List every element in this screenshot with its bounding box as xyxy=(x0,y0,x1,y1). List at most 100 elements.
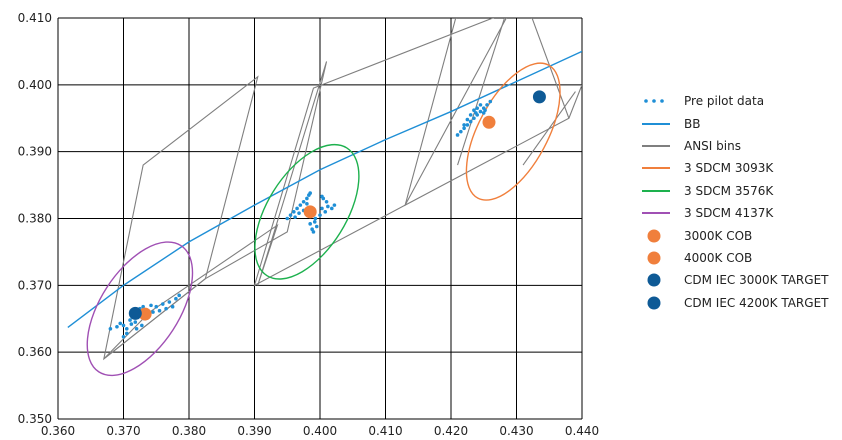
data-point xyxy=(318,213,322,217)
data-point xyxy=(133,320,138,324)
ansi-bin xyxy=(457,18,506,166)
legend-item: 3000K COB xyxy=(640,224,840,246)
y-tick-label: 0.410 xyxy=(18,11,52,25)
legend-label: 3000K COB xyxy=(684,228,753,243)
data-point xyxy=(174,296,178,301)
data-point xyxy=(472,116,476,121)
y-tick-label: 0.360 xyxy=(18,345,52,359)
data-point xyxy=(154,304,159,309)
legend-symbol xyxy=(642,189,670,192)
marker-4000k-cob xyxy=(303,205,317,219)
plot-area xyxy=(67,18,582,377)
x-tick-label: 0.390 xyxy=(237,424,271,438)
data-point xyxy=(478,103,483,107)
data-point xyxy=(485,103,489,107)
data-point xyxy=(312,220,317,224)
ellipse-3-sdcm-4137k xyxy=(86,241,194,377)
data-point xyxy=(170,304,175,309)
legend-item: BB xyxy=(640,112,840,134)
data-point xyxy=(310,227,314,231)
legend-item: 4000K COB xyxy=(640,247,840,269)
data-point xyxy=(157,308,162,313)
data-point xyxy=(121,323,126,328)
data-point xyxy=(474,111,478,115)
marker-4000k-cob xyxy=(138,307,152,321)
data-point xyxy=(298,203,303,207)
y-tick-label: 0.400 xyxy=(18,78,52,92)
data-point xyxy=(118,321,123,326)
marker-cdm-iec-4200k-target xyxy=(128,306,142,320)
legend-item: 3 SDCM 3576K xyxy=(640,180,840,202)
ansi-bin xyxy=(103,61,328,360)
legend-symbol xyxy=(642,167,670,170)
data-point xyxy=(455,133,460,137)
data-point xyxy=(305,201,309,206)
data-point xyxy=(140,323,144,328)
x-tick-label: 0.440 xyxy=(565,424,599,438)
ansi-bin xyxy=(404,18,570,207)
data-point xyxy=(481,111,486,115)
line-bb xyxy=(67,50,582,328)
data-point xyxy=(292,210,296,214)
data-point xyxy=(108,326,113,331)
data-point xyxy=(301,199,306,204)
data-point xyxy=(128,318,132,322)
x-tick-label: 0.380 xyxy=(172,424,206,438)
data-point xyxy=(478,109,483,114)
data-point xyxy=(124,326,129,331)
data-point xyxy=(151,310,155,314)
legend-item: CDM IEC 3000K TARGET xyxy=(640,269,840,291)
data-point xyxy=(465,123,470,127)
legend-symbol xyxy=(647,251,661,265)
legend-symbol xyxy=(642,212,670,215)
legend-label: 3 SDCM 3093K xyxy=(684,161,774,176)
data-point xyxy=(288,213,293,217)
legend-symbol xyxy=(642,122,670,125)
data-point xyxy=(313,216,318,221)
legend-label: 3 SDCM 4137K xyxy=(684,206,774,221)
data-point xyxy=(134,326,139,331)
data-point xyxy=(124,331,129,336)
data-point xyxy=(326,204,330,209)
ellipse-3-sdcm-3093k xyxy=(465,62,561,201)
y-tick-label: 0.350 xyxy=(18,412,52,426)
data-point xyxy=(161,302,165,306)
legend-label: ANSI bins xyxy=(684,138,741,153)
data-point xyxy=(468,119,473,124)
data-point xyxy=(308,191,312,195)
x-tick-label: 0.410 xyxy=(368,424,402,438)
x-tick-label: 0.370 xyxy=(106,424,140,438)
legend-label: CDM IEC 3000K TARGET xyxy=(684,273,829,288)
x-tick-label: 0.420 xyxy=(434,424,468,438)
data-point xyxy=(320,194,324,199)
data-point xyxy=(324,199,329,204)
data-point xyxy=(141,304,145,309)
data-point xyxy=(475,106,480,111)
data-point xyxy=(462,126,466,131)
legend-symbol xyxy=(647,229,661,243)
data-point xyxy=(320,206,324,211)
legend-symbol xyxy=(647,273,661,287)
legend-symbol xyxy=(647,296,661,310)
data-point xyxy=(297,211,301,215)
data-point xyxy=(323,210,328,214)
data-point xyxy=(468,113,473,117)
legend: Pre pilot data BB ANSI bins 3 SDCM 3093K 3 S… xyxy=(640,90,840,314)
data-point xyxy=(164,306,168,311)
data-point xyxy=(465,117,470,122)
y-tick-label: 0.390 xyxy=(18,145,52,159)
data-point xyxy=(472,108,476,113)
y-tick-label: 0.380 xyxy=(18,212,52,226)
data-point xyxy=(121,334,126,339)
ellipse-3-sdcm-3576k xyxy=(254,143,360,280)
x-tick-label: 0.400 xyxy=(303,424,337,438)
data-point xyxy=(285,216,290,221)
data-point xyxy=(115,324,119,329)
data-point xyxy=(167,300,172,304)
data-point xyxy=(459,129,463,134)
legend-label: 3 SDCM 3576K xyxy=(684,183,774,198)
marker-3000k-cob xyxy=(482,115,496,129)
legend-symbol xyxy=(642,144,670,147)
data-point xyxy=(305,196,309,201)
